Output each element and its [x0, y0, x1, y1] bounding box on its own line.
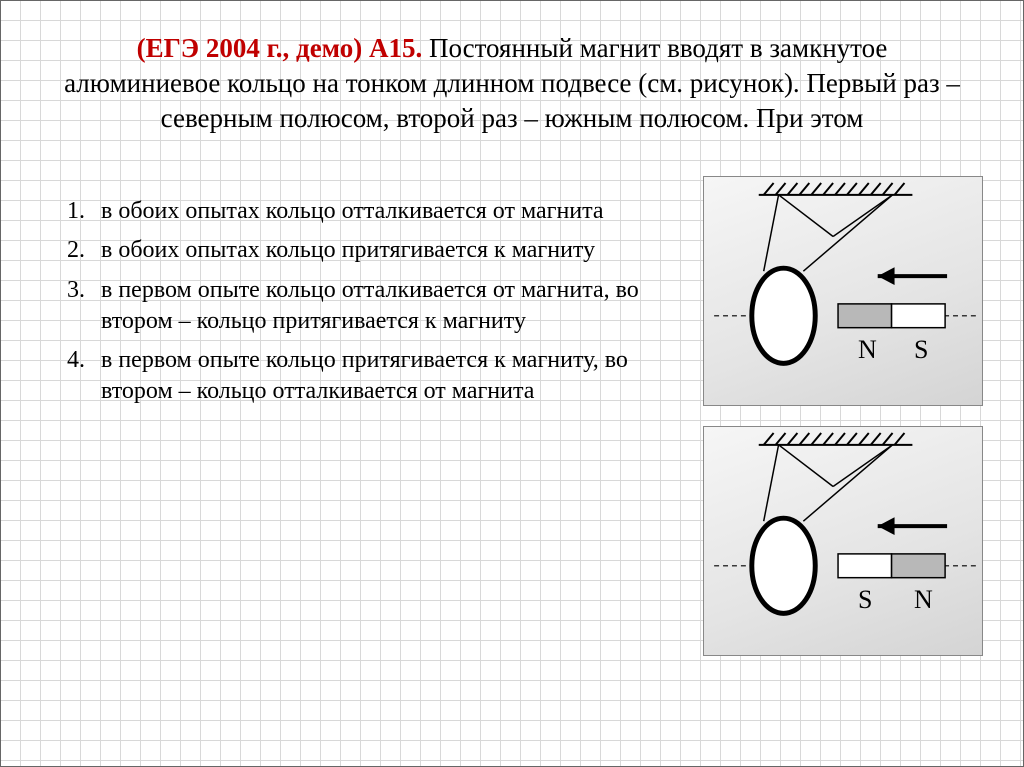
answer-options: в обоих опытах кольцо отталкивается от м… [41, 196, 683, 415]
option-2: в обоих опытах кольцо притягивается к ма… [91, 235, 683, 266]
question-source: (ЕГЭ 2004 г., демо) А15. [137, 33, 423, 63]
figure-1: NS [703, 176, 983, 406]
magnet-label-right: N [914, 585, 933, 615]
option-4: в первом опыте кольцо притягивается к ма… [91, 345, 683, 407]
magnet-label-right: S [914, 335, 928, 365]
option-3: в первом опыте кольцо отталкивается от м… [91, 275, 683, 337]
figure-2: SN [703, 426, 983, 656]
figures-column: NSSN [703, 176, 983, 656]
option-1: в обоих опытах кольцо отталкивается от м… [91, 196, 683, 227]
magnet-label-left: N [858, 335, 877, 365]
magnet-label-left: S [858, 585, 872, 615]
question-text: (ЕГЭ 2004 г., демо) А15. Постоянный магн… [61, 31, 963, 136]
